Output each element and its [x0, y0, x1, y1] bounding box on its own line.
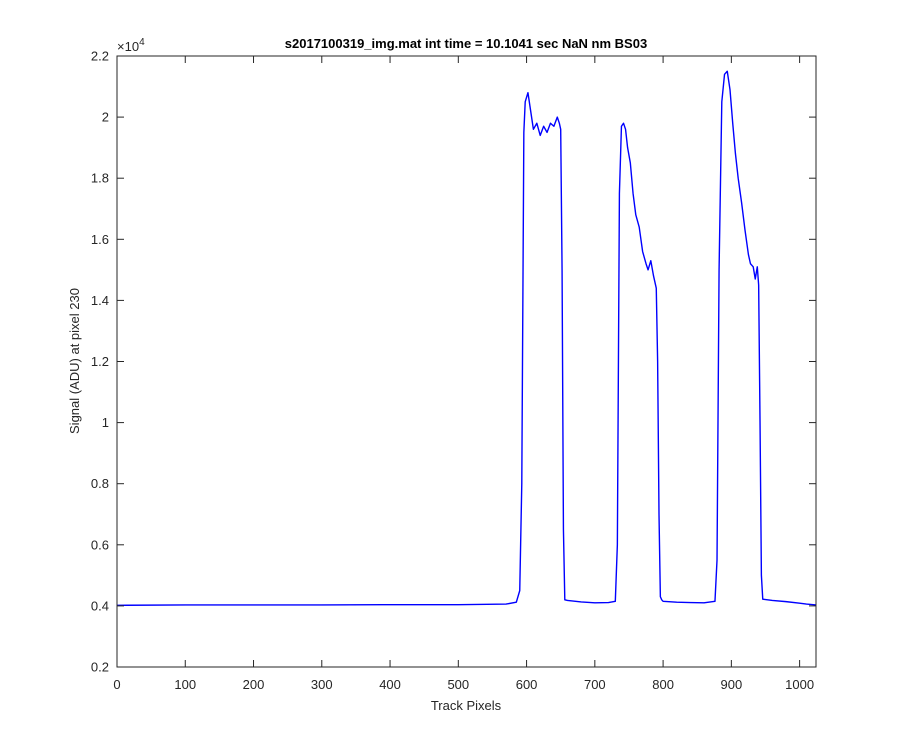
y-axis-label: Signal (ADU) at pixel 230: [67, 288, 82, 434]
y-tick-label: 1.8: [91, 171, 109, 186]
y-exponent-label: ×104: [117, 37, 145, 54]
x-tick-label: 900: [721, 677, 743, 692]
y-tick-label: 1: [102, 415, 109, 430]
chart-title: s2017100319_img.mat int time = 10.1041 s…: [285, 36, 647, 51]
y-tick-label: 0.6: [91, 537, 109, 552]
y-exponent-power: 4: [139, 37, 145, 48]
x-tick-label: 1000: [785, 677, 814, 692]
x-tick-label: 300: [311, 677, 333, 692]
x-tick-label: 500: [447, 677, 469, 692]
y-tick-label: 2.2: [91, 49, 109, 64]
x-tick-label: 600: [516, 677, 538, 692]
y-exponent-base: ×10: [117, 39, 139, 54]
x-tick-label: 400: [379, 677, 401, 692]
y-tick-label: 1.2: [91, 354, 109, 369]
x-axis-label: Track Pixels: [431, 698, 502, 713]
x-tick-label: 100: [174, 677, 196, 692]
x-tick-label: 0: [113, 677, 120, 692]
y-tick-label: 1.6: [91, 232, 109, 247]
y-tick-label: 0.4: [91, 598, 109, 613]
x-tick-label: 800: [652, 677, 674, 692]
y-tick-label: 2: [102, 110, 109, 125]
y-tick-label: 0.8: [91, 476, 109, 491]
axes-background: [117, 56, 816, 667]
x-axis-ticks: 0 100 200 300 400 500 600 700 800 900 1000: [113, 56, 814, 692]
series-layer: [116, 70, 817, 606]
y-axis-ticks: 0.2 0.4 0.6 0.8 1 1.2 1.4 1.6 1.8 2 2.2: [91, 49, 816, 675]
y-tick-label: 0.2: [91, 660, 109, 675]
x-tick-label: 700: [584, 677, 606, 692]
series-line: [116, 70, 817, 606]
x-tick-label: 200: [243, 677, 265, 692]
y-tick-label: 1.4: [91, 293, 109, 308]
